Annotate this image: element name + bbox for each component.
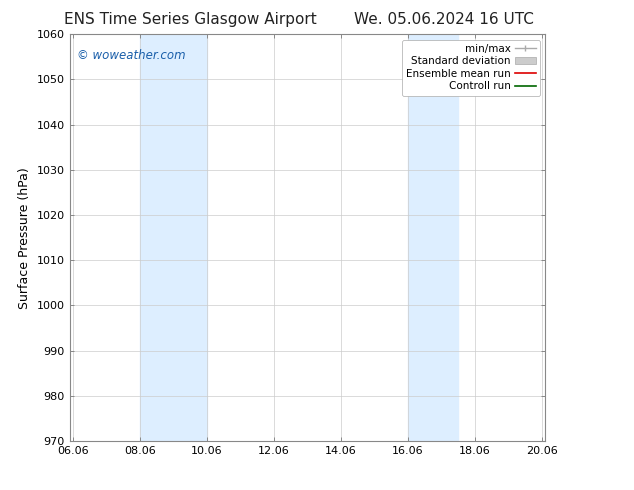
Y-axis label: Surface Pressure (hPa): Surface Pressure (hPa) (18, 167, 31, 309)
Text: We. 05.06.2024 16 UTC: We. 05.06.2024 16 UTC (354, 12, 534, 27)
Text: ENS Time Series Glasgow Airport: ENS Time Series Glasgow Airport (64, 12, 316, 27)
Bar (408, 34, 458, 441)
Legend: min/max, Standard deviation, Ensemble mean run, Controll run: min/max, Standard deviation, Ensemble me… (402, 40, 540, 96)
Bar (140, 34, 207, 441)
Text: © woweather.com: © woweather.com (77, 49, 186, 62)
